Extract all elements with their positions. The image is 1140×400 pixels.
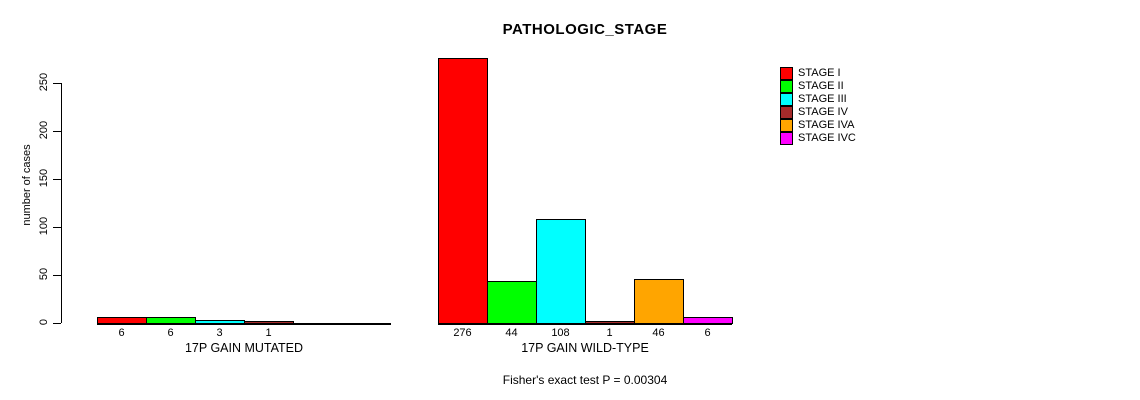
- bar-stage-i: [97, 317, 147, 324]
- bar-stage-iv: [244, 321, 294, 324]
- legend-label: STAGE IVA: [798, 119, 855, 131]
- bar-value-label: 1: [265, 327, 272, 339]
- bar-stage-ii: [487, 281, 537, 324]
- y-tick-mark: [53, 131, 61, 132]
- bar-value-label: 276: [453, 327, 472, 339]
- legend-color-swatch: [780, 93, 793, 106]
- fisher-test-footnote: Fisher's exact test P = 0.00304: [502, 373, 668, 387]
- legend-item: STAGE I: [780, 67, 856, 80]
- legend-label: STAGE IVC: [798, 132, 856, 144]
- bar-value-label: 1: [606, 327, 613, 339]
- legend-item: STAGE IVC: [780, 132, 856, 145]
- bar-stage-iv: [585, 321, 635, 324]
- bar-value-label: 44: [505, 327, 518, 339]
- legend-item: STAGE IVA: [780, 119, 856, 132]
- bar-stage-iva: [634, 279, 684, 324]
- legend-item: STAGE II: [780, 80, 856, 93]
- y-tick-label: 50: [38, 267, 50, 281]
- y-tick-mark: [53, 323, 61, 324]
- y-tick-mark: [53, 83, 61, 84]
- bar-value-label: 3: [216, 327, 223, 339]
- chart-title: PATHOLOGIC_STAGE: [502, 21, 668, 38]
- legend: STAGE I STAGE II STAGE III STAGE IV STAGE IV…: [780, 67, 856, 145]
- bar-value-label: 46: [652, 327, 665, 339]
- group-baseline: [97, 323, 391, 325]
- legend-label: STAGE IV: [798, 106, 848, 118]
- group-baseline: [438, 323, 732, 325]
- bar-value-label: 108: [551, 327, 570, 339]
- y-axis-line: [61, 83, 62, 323]
- legend-color-swatch: [780, 67, 793, 80]
- bar-value-label: 6: [704, 327, 711, 339]
- legend-item: STAGE IV: [780, 106, 856, 119]
- legend-color-swatch: [780, 106, 793, 119]
- y-tick-mark: [53, 275, 61, 276]
- bar-value-label: 6: [118, 327, 125, 339]
- legend-label: STAGE II: [798, 80, 844, 92]
- group-label: 17P GAIN MUTATED: [184, 341, 304, 355]
- legend-color-swatch: [780, 80, 793, 93]
- legend-label: STAGE I: [798, 67, 841, 79]
- y-axis-label: number of cases: [21, 144, 33, 226]
- y-tick-mark: [53, 227, 61, 228]
- bar-value-label: 6: [167, 327, 174, 339]
- bar-stage-ii: [146, 317, 196, 324]
- y-tick-mark: [53, 179, 61, 180]
- legend-label: STAGE III: [798, 93, 847, 105]
- y-tick-label: 200: [38, 120, 50, 140]
- group-label: 17P GAIN WILD-TYPE: [521, 341, 649, 355]
- bar-stage-i: [438, 58, 488, 324]
- y-tick-label: 0: [38, 318, 50, 326]
- legend-item: STAGE III: [780, 93, 856, 106]
- y-tick-label: 250: [38, 72, 50, 92]
- bar-stage-iii: [195, 320, 245, 324]
- bar-stage-ivc: [683, 317, 733, 324]
- y-tick-label: 100: [38, 216, 50, 236]
- legend-color-swatch: [780, 132, 793, 145]
- y-tick-label: 150: [38, 168, 50, 188]
- legend-color-swatch: [780, 119, 793, 132]
- bar-stage-iii: [536, 219, 586, 324]
